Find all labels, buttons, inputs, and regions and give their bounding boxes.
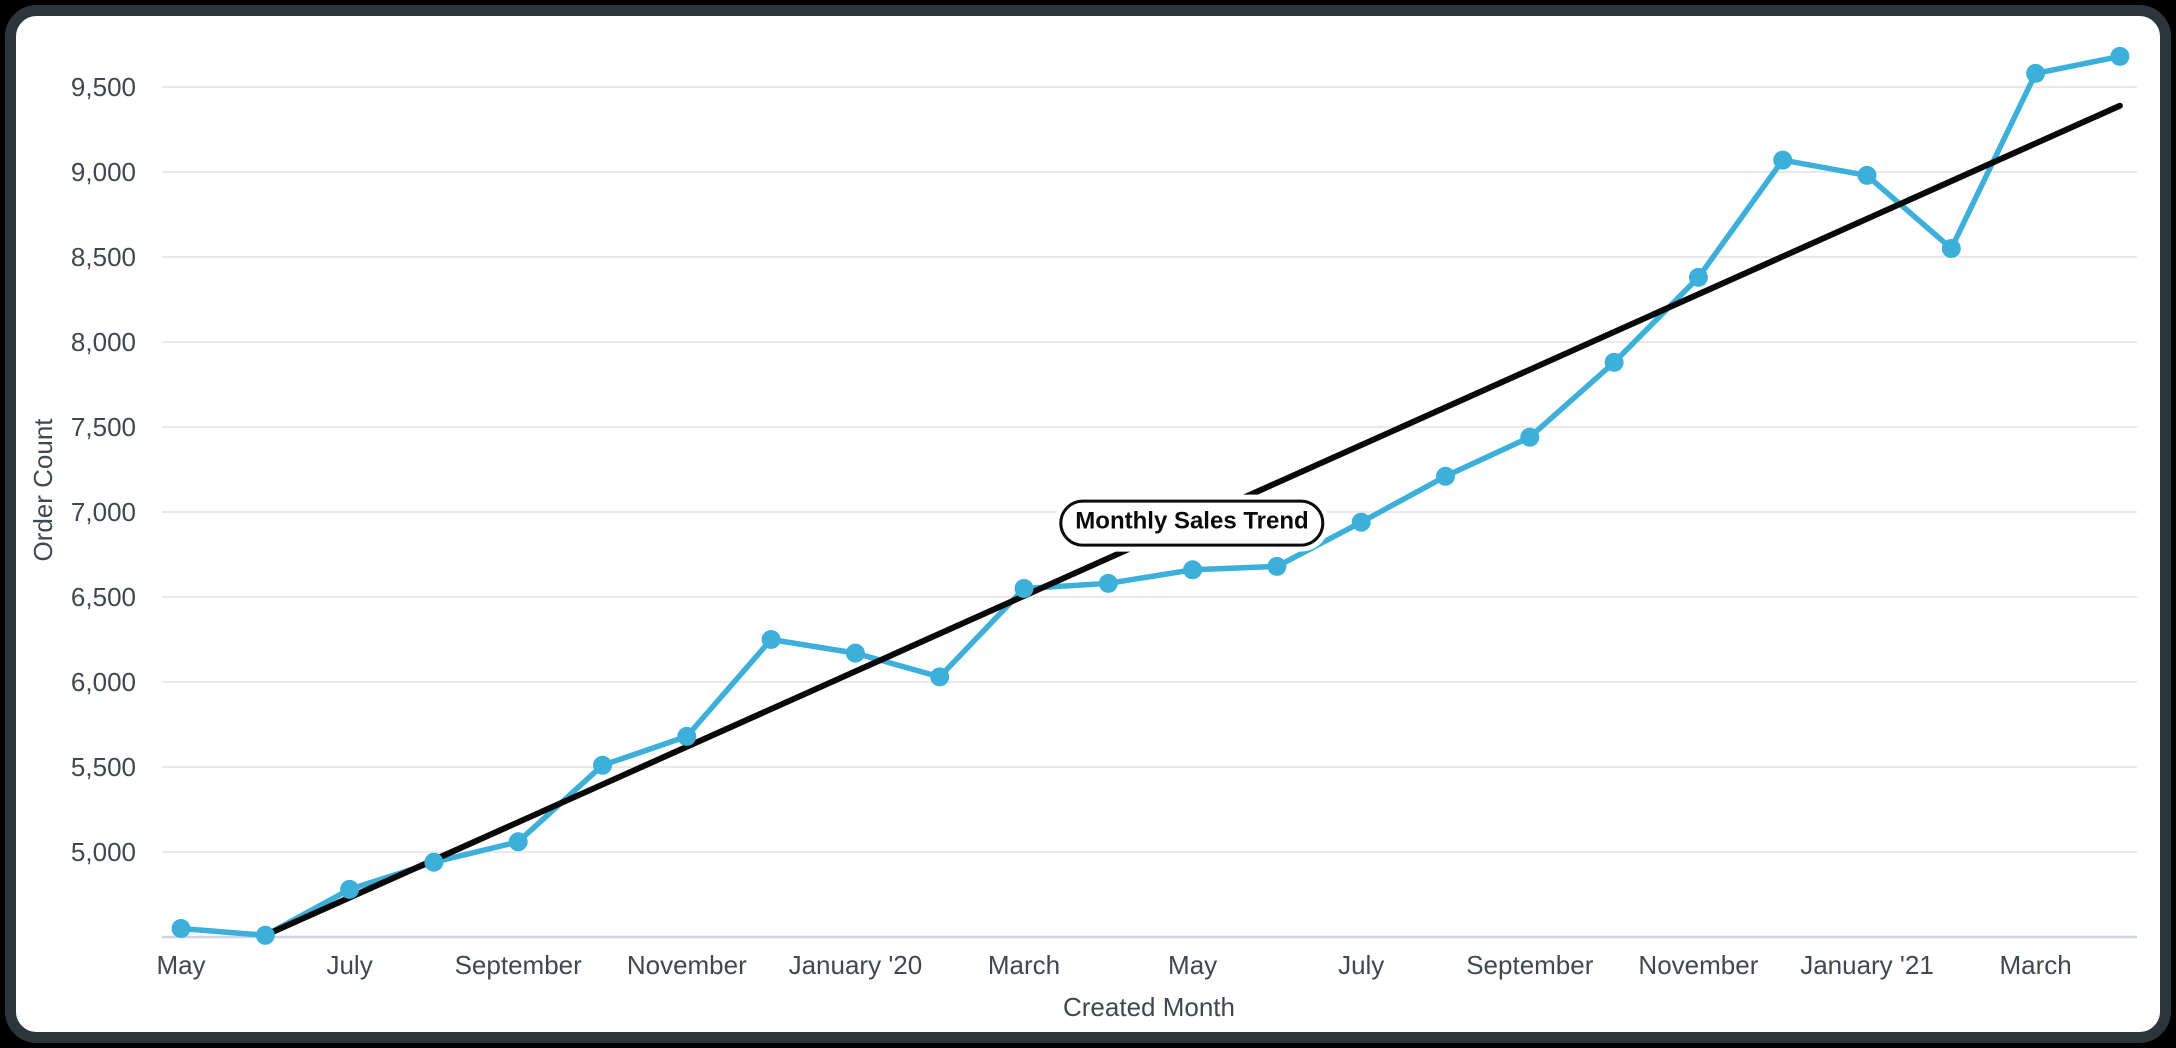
x-tick-label: November [627,950,747,980]
data-point[interactable] [1604,352,1624,372]
data-point[interactable] [593,755,612,775]
y-tick-label: 9,000 [71,157,136,187]
data-point[interactable] [171,919,191,938]
data-point[interactable] [1014,579,1034,598]
data-point[interactable] [1098,573,1118,593]
data-point[interactable] [340,879,360,899]
data-point[interactable] [255,925,275,945]
trend-annotation-badge[interactable]: Monthly Sales Trend [1059,499,1325,547]
data-point[interactable] [761,630,781,649]
data-point[interactable] [1857,165,1877,185]
x-axis-title: Created Month [1063,992,1235,1022]
data-point[interactable] [1436,466,1455,486]
x-tick-label: May [156,950,205,980]
x-tick-label: November [1638,950,1758,980]
y-axis-title: Order Count [28,418,58,562]
y-tick-label: 9,500 [71,72,136,102]
y-tick-label: 7,500 [71,412,136,442]
data-point[interactable] [1351,512,1371,532]
data-point[interactable] [1688,267,1708,287]
y-tick-label: 6,000 [71,667,136,697]
x-tick-label: September [1466,950,1594,980]
x-tick-label: March [1999,950,2071,980]
data-point[interactable] [2110,46,2130,66]
data-point[interactable] [1520,427,1540,447]
data-point[interactable] [930,667,950,687]
data-point[interactable] [1941,239,1961,258]
data-point[interactable] [1183,560,1203,580]
y-tick-label: 5,000 [71,837,136,867]
data-point[interactable] [424,852,444,872]
y-tick-label: 7,000 [71,497,136,527]
x-tick-label: January '21 [1800,950,1934,980]
y-tick-label: 8,500 [71,242,136,272]
x-tick-label: May [1168,950,1217,980]
x-tick-label: July [326,950,372,980]
order-count-series-line [178,53,2123,939]
data-point[interactable] [677,726,697,746]
y-tick-label: 6,500 [71,582,136,612]
data-point[interactable] [2026,63,2046,83]
x-tick-label: September [455,950,583,980]
trend-annotation-label: Monthly Sales Trend [1075,507,1309,535]
x-tick-label: July [1338,950,1384,980]
y-tick-label: 5,500 [71,752,136,782]
y-tick-label: 8,000 [71,327,136,357]
data-point[interactable] [508,832,528,852]
data-point[interactable] [1773,150,1793,170]
data-point[interactable] [1267,556,1287,576]
x-tick-label: January '20 [789,950,923,980]
x-tick-label: March [988,950,1060,980]
data-point[interactable] [845,643,865,663]
